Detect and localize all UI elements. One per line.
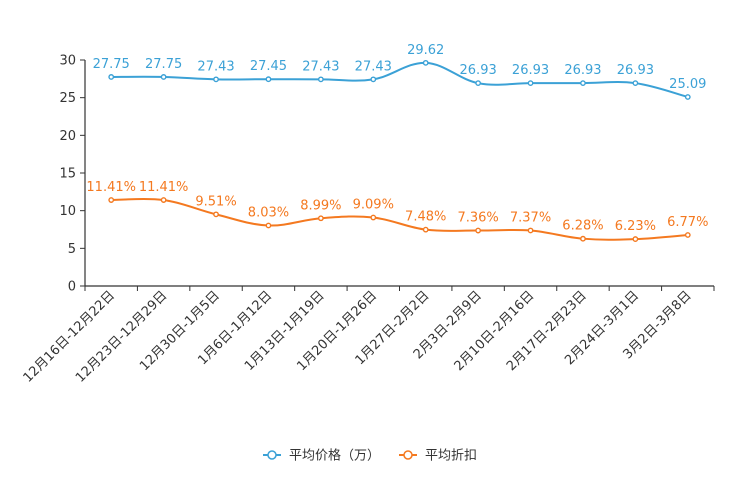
data-label: 6.23% bbox=[615, 219, 656, 234]
x-tick-label: 12月23日-12月29日 bbox=[73, 288, 170, 385]
series-lines bbox=[108, 59, 691, 242]
data-point[interactable] bbox=[475, 227, 482, 234]
data-point[interactable] bbox=[370, 214, 377, 221]
data-label: 9.09% bbox=[353, 198, 394, 213]
data-label: 25.09 bbox=[669, 77, 706, 92]
data-point[interactable] bbox=[160, 74, 167, 80]
data-label: 27.75 bbox=[145, 57, 182, 72]
y-tick-label: 25 bbox=[59, 91, 76, 106]
series-line-1 bbox=[111, 61, 689, 98]
data-label: 29.62 bbox=[407, 43, 444, 58]
legend-item-2[interactable]: 平均折扣 bbox=[399, 449, 477, 464]
y-tick-label: 30 bbox=[59, 54, 76, 69]
data-label: 6.28% bbox=[562, 219, 603, 234]
data-label: 7.48% bbox=[405, 210, 446, 225]
data-point[interactable] bbox=[317, 215, 324, 222]
data-point[interactable] bbox=[265, 76, 272, 83]
data-labels: 27.75 27.75 27.43 27.45 27.43 27.43 29.62 26.93… bbox=[86, 43, 708, 234]
y-tick-label: 10 bbox=[59, 204, 76, 219]
axes: 05101520253012月16日-12月22日12月23日-12月29日12… bbox=[21, 54, 715, 386]
data-label: 26.93 bbox=[617, 63, 654, 78]
data-point[interactable] bbox=[527, 80, 534, 87]
data-point[interactable] bbox=[632, 236, 639, 242]
data-label: 11.41% bbox=[139, 180, 189, 195]
data-point[interactable] bbox=[684, 94, 691, 100]
data-label: 26.93 bbox=[460, 63, 497, 78]
data-label: 27.75 bbox=[93, 57, 130, 72]
data-point[interactable] bbox=[632, 80, 639, 87]
x-tick-label: 12月16日-12月22日 bbox=[21, 288, 118, 385]
legend-marker bbox=[403, 450, 413, 460]
data-label: 7.37% bbox=[510, 210, 551, 225]
legend-item-1[interactable]: 平均价格（万） bbox=[263, 448, 380, 464]
data-label: 27.45 bbox=[250, 59, 287, 74]
data-label: 27.43 bbox=[197, 59, 234, 74]
data-point[interactable] bbox=[213, 76, 219, 83]
data-point[interactable] bbox=[422, 226, 429, 233]
legend[interactable]: 平均价格（万） 平均折扣 bbox=[263, 448, 477, 464]
data-label: 8.99% bbox=[300, 198, 341, 213]
y-tick-label: 5 bbox=[68, 242, 76, 257]
series-line-2 bbox=[111, 197, 688, 241]
legend-marker bbox=[267, 450, 277, 460]
data-label: 27.43 bbox=[355, 59, 392, 74]
data-point[interactable] bbox=[108, 197, 115, 203]
data-label: 27.43 bbox=[302, 59, 339, 74]
data-label: 9.51% bbox=[195, 194, 236, 209]
data-point[interactable] bbox=[160, 197, 167, 203]
data-label: 26.93 bbox=[512, 63, 549, 78]
y-tick-label: 15 bbox=[59, 167, 76, 182]
data-point[interactable] bbox=[475, 80, 482, 87]
data-label: 7.36% bbox=[457, 211, 498, 226]
data-point[interactable] bbox=[213, 211, 219, 218]
legend-label: 平均折扣 bbox=[425, 449, 477, 464]
data-point[interactable] bbox=[580, 235, 586, 242]
data-label: 8.03% bbox=[248, 206, 289, 221]
data-point[interactable] bbox=[108, 74, 115, 80]
data-point[interactable] bbox=[265, 222, 272, 229]
data-point[interactable] bbox=[370, 76, 377, 83]
data-point[interactable] bbox=[527, 227, 534, 234]
data-label: 11.41% bbox=[86, 180, 136, 195]
data-point[interactable] bbox=[684, 232, 691, 238]
y-tick-label: 0 bbox=[68, 280, 76, 295]
y-tick-label: 20 bbox=[59, 129, 76, 144]
legend-label: 平均价格（万） bbox=[289, 448, 380, 464]
data-point[interactable] bbox=[422, 59, 429, 66]
data-label: 26.93 bbox=[564, 63, 601, 78]
data-point[interactable] bbox=[317, 76, 324, 83]
data-label: 6.77% bbox=[667, 215, 708, 230]
data-point[interactable] bbox=[580, 80, 586, 87]
